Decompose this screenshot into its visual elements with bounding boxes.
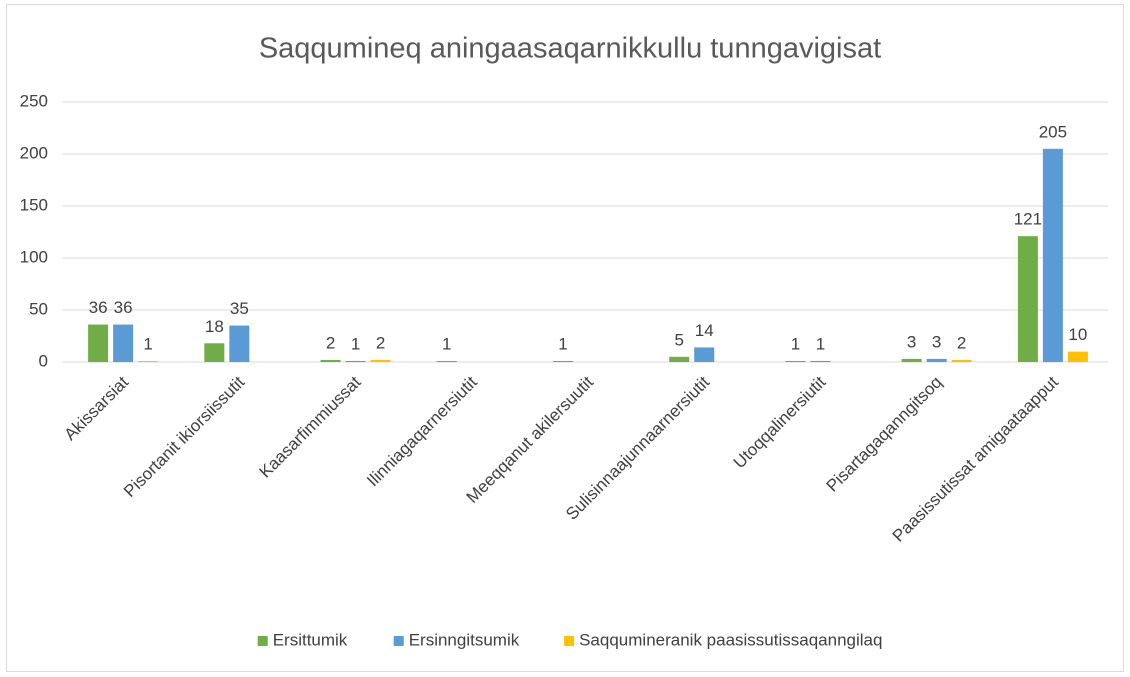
data-label: 35 [230,299,249,318]
bar [320,359,341,362]
data-label: 121 [1014,210,1042,229]
y-tick-label: 150 [20,195,48,214]
bar [370,359,391,362]
data-label: 1 [143,334,152,353]
bar [1017,236,1038,362]
bar [345,360,366,362]
bar [553,360,573,362]
bar [204,343,225,362]
data-label: 1 [558,334,567,353]
bar [138,360,159,362]
data-label: 2 [376,333,385,352]
y-tick-label: 50 [29,299,48,318]
bar [88,324,109,362]
data-label: 1 [351,334,360,353]
bar [785,360,806,362]
bar [1042,148,1063,362]
bar [436,360,457,362]
y-tick-label: 250 [20,91,48,110]
chart-title: Saqqumineq aningaasaqarnikkullu tunngavi… [259,33,881,65]
y-tick-label: 200 [20,143,48,162]
data-label: 36 [114,298,133,317]
bar [901,358,922,362]
data-label: 14 [695,321,714,340]
data-label: 18 [205,317,224,336]
bar [694,347,715,362]
data-label: 205 [1039,122,1067,141]
data-label: 36 [89,298,108,317]
legend-swatch [257,636,268,646]
data-label: 1 [791,334,800,353]
legend-swatch [564,636,575,646]
legend-swatch [393,636,404,646]
bar [1067,351,1088,362]
data-label: 1 [816,334,825,353]
bar [810,360,831,362]
data-label: 3 [907,332,916,351]
data-label: 5 [674,330,683,349]
data-label: 1 [442,334,451,353]
legend-label: Saqqumineranik paasissutissaqanngilaq [579,630,882,649]
bar [113,324,134,362]
bar [229,325,250,362]
bar [951,359,972,362]
chart-border [6,4,1124,672]
bar [669,356,690,362]
legend-label: Ersittumik [273,630,348,649]
y-tick-label: 0 [39,351,48,370]
y-tick-label: 100 [20,247,48,266]
bar [926,358,947,362]
data-label: 2 [326,333,335,352]
data-label: 3 [932,332,941,351]
legend-label: Ersinngitsumik [409,630,520,649]
data-label: 2 [957,333,966,352]
data-label: 10 [1068,325,1087,344]
